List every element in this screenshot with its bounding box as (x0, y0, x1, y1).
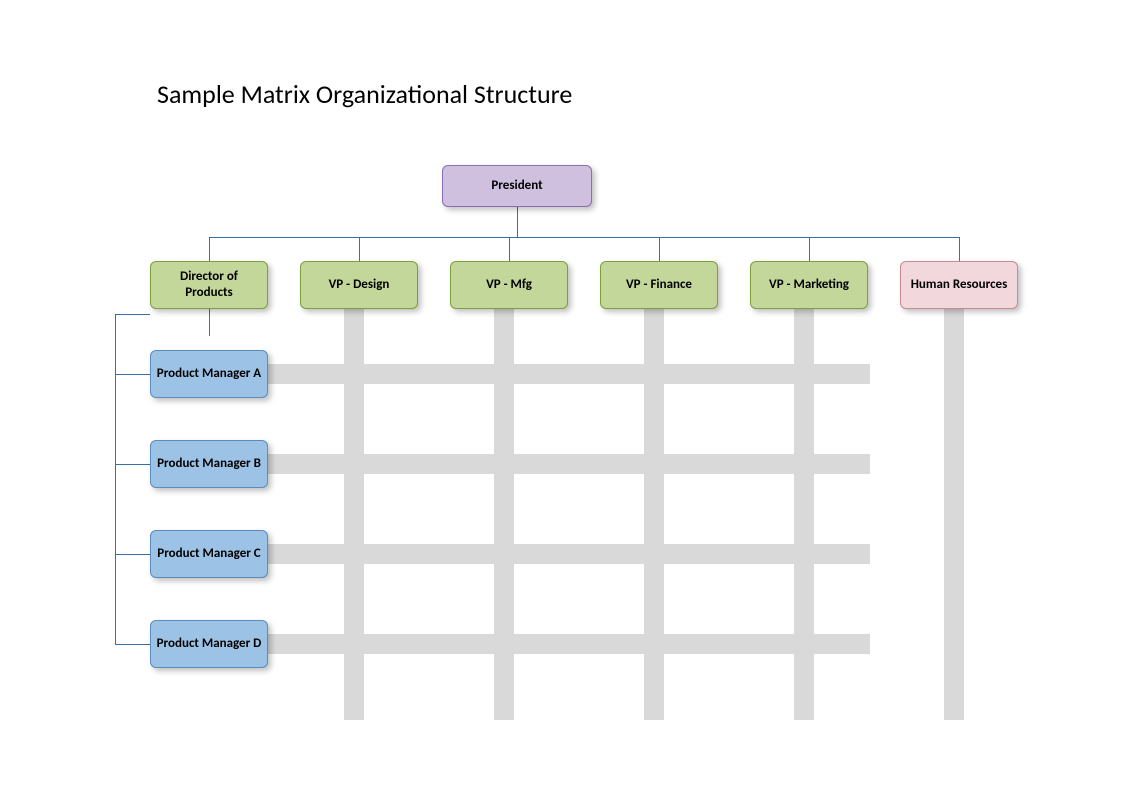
connector-pm-h-3 (115, 644, 150, 645)
connector-pm-top (115, 314, 150, 315)
connector-pm-h-1 (115, 464, 150, 465)
connector-pm-spine (115, 314, 116, 644)
pm-box-pm-b: Product Manager B (150, 440, 268, 488)
role-box-vp-mkt: VP - Marketing (750, 261, 868, 309)
matrix-horizontal-band-3 (268, 634, 870, 654)
matrix-vertical-band-4 (944, 309, 964, 720)
president-box: President (442, 165, 592, 207)
role-box-vp-design: VP - Design (300, 261, 418, 309)
connector-drop-1 (359, 237, 360, 261)
connector-drop-4 (809, 237, 810, 261)
connector-president-down (517, 207, 518, 237)
connector-pm-h-0 (115, 374, 150, 375)
pm-box-pm-d: Product Manager D (150, 620, 268, 668)
connector-drop-5 (959, 237, 960, 261)
connector-drop-3 (659, 237, 660, 261)
connector-trunk (209, 237, 959, 238)
role-box-director: Director of Products (150, 261, 268, 309)
connector-drop-0 (209, 237, 210, 261)
page-title: Sample Matrix Organizational Structure (157, 78, 572, 110)
connector-drop-2 (509, 237, 510, 261)
pm-box-pm-a: Product Manager A (150, 350, 268, 398)
matrix-horizontal-band-0 (268, 364, 870, 384)
role-box-vp-fin: VP - Finance (600, 261, 718, 309)
org-chart-canvas: Sample Matrix Organizational Structure Pr… (0, 0, 1123, 794)
pm-box-pm-c: Product Manager C (150, 530, 268, 578)
connector-pm-h-2 (115, 554, 150, 555)
matrix-horizontal-band-2 (268, 544, 870, 564)
role-box-vp-mfg: VP - Mfg (450, 261, 568, 309)
role-box-hr: Human Resources (900, 261, 1018, 309)
connector-dir-down (209, 309, 210, 336)
matrix-horizontal-band-1 (268, 454, 870, 474)
